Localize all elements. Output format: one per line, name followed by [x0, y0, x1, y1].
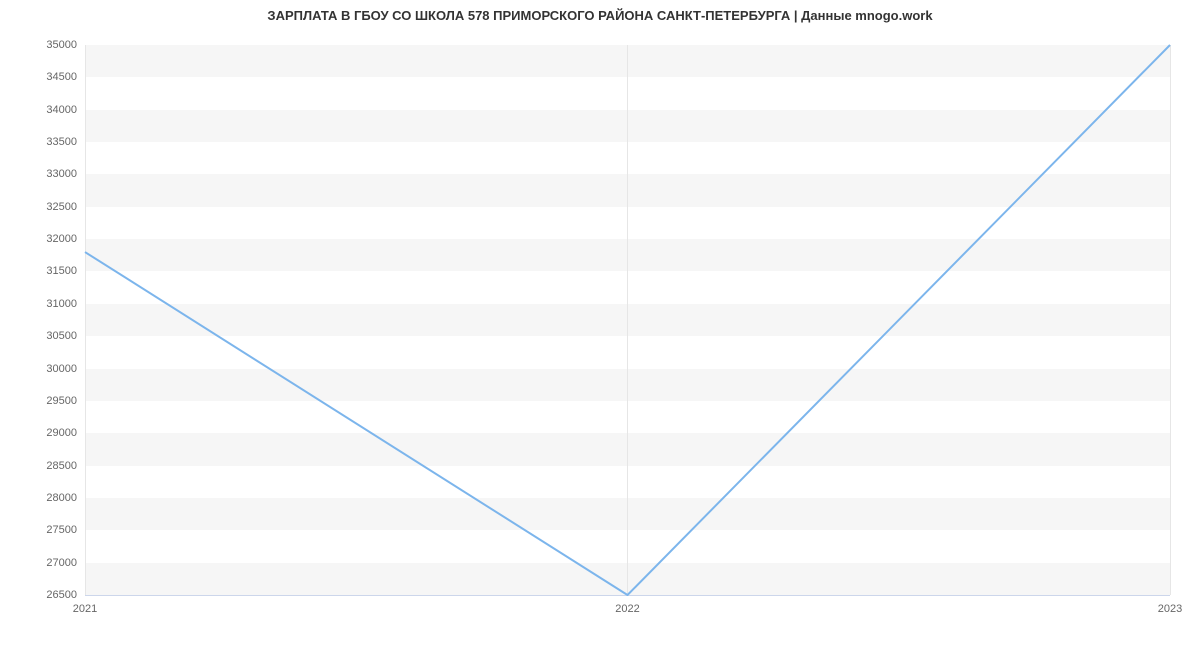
- y-tick-label: 27000: [46, 557, 85, 569]
- series-layer: [85, 45, 1170, 595]
- x-tick-label: 2023: [1158, 595, 1182, 615]
- y-tick-label: 34500: [46, 71, 85, 83]
- chart-title: ЗАРПЛАТА В ГБОУ СО ШКОЛА 578 ПРИМОРСКОГО…: [0, 8, 1200, 23]
- y-tick-label: 35000: [46, 39, 85, 51]
- y-tick-label: 30500: [46, 330, 85, 342]
- chart-container: ЗАРПЛАТА В ГБОУ СО ШКОЛА 578 ПРИМОРСКОГО…: [0, 0, 1200, 650]
- y-tick-label: 27500: [46, 524, 85, 536]
- y-tick-label: 29500: [46, 395, 85, 407]
- plot-area: 2650027000275002800028500290002950030000…: [85, 45, 1170, 595]
- y-tick-label: 34000: [46, 104, 85, 116]
- y-tick-label: 32500: [46, 201, 85, 213]
- series-line-salary: [85, 45, 1170, 595]
- y-tick-label: 28500: [46, 460, 85, 472]
- y-tick-label: 30000: [46, 363, 85, 375]
- y-tick-label: 29000: [46, 427, 85, 439]
- y-tick-label: 33500: [46, 136, 85, 148]
- y-tick-label: 31000: [46, 298, 85, 310]
- y-tick-label: 33000: [46, 168, 85, 180]
- y-tick-label: 28000: [46, 492, 85, 504]
- y-tick-label: 31500: [46, 265, 85, 277]
- x-tick-label: 2021: [73, 595, 97, 615]
- x-tick-label: 2022: [615, 595, 639, 615]
- y-tick-label: 32000: [46, 233, 85, 245]
